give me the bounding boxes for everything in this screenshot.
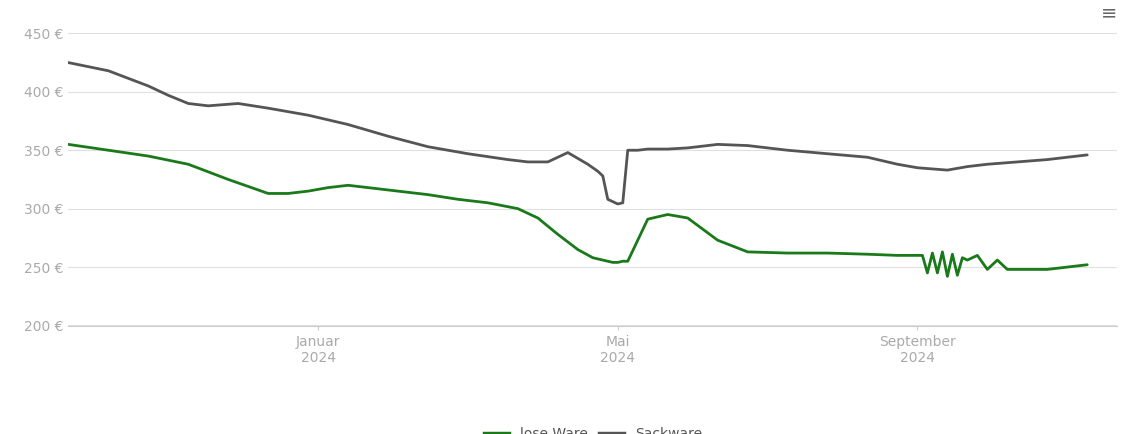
Legend: lose Ware, Sackware: lose Ware, Sackware <box>478 421 708 434</box>
Text: ≡: ≡ <box>1101 3 1117 23</box>
